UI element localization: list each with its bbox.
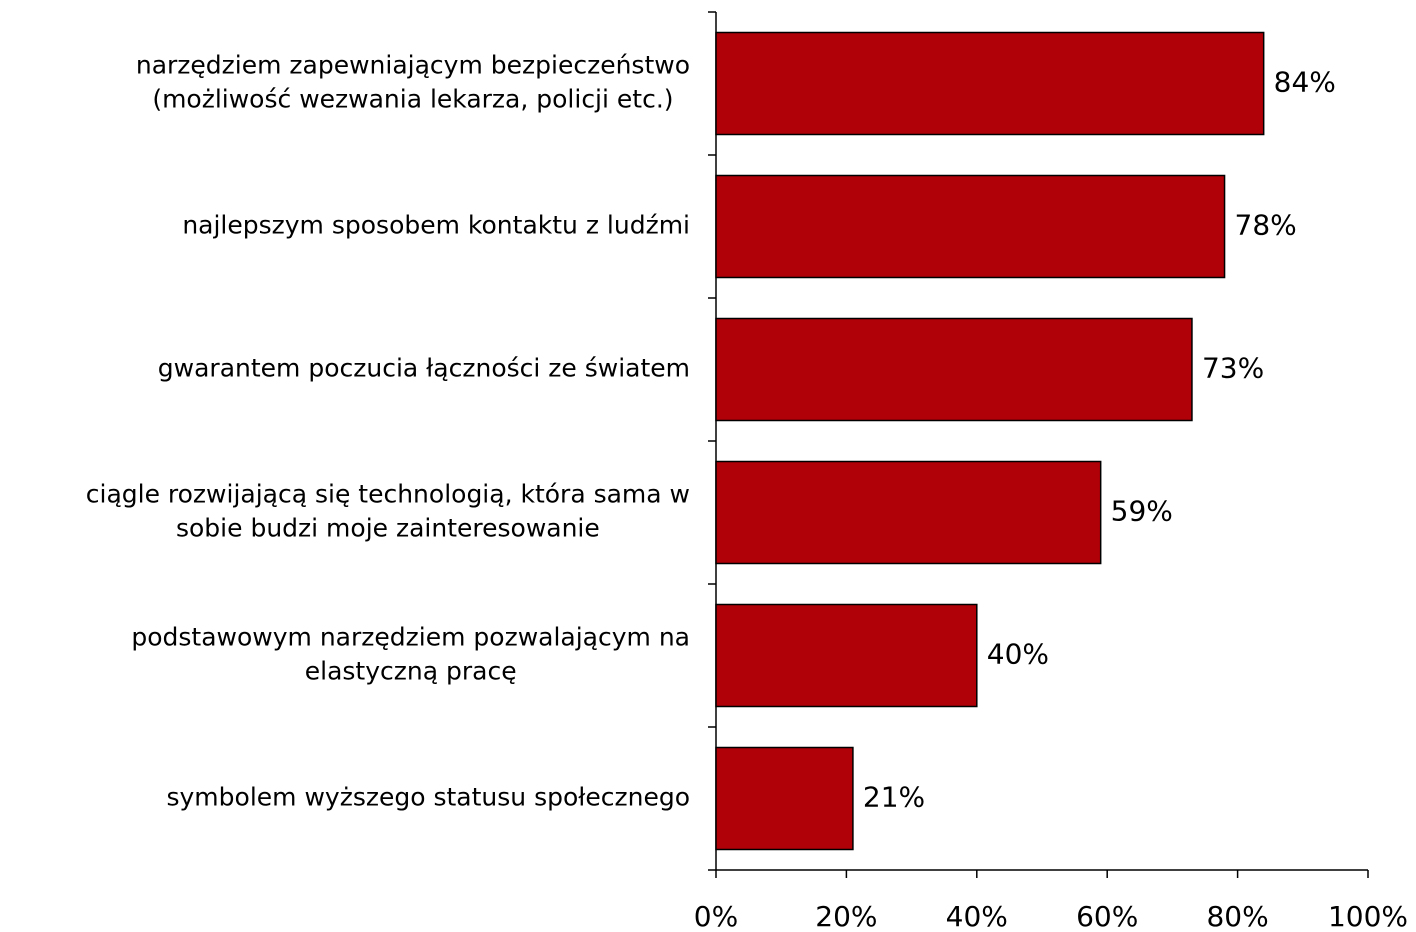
value-label: 73% bbox=[1202, 352, 1264, 385]
x-tick-label: 80% bbox=[1206, 900, 1268, 932]
category-label: podstawowym narzędziem pozwalającym na el… bbox=[131, 623, 690, 686]
category-label: najlepszym sposobem kontaktu z ludźmi bbox=[182, 211, 690, 240]
value-label: 59% bbox=[1111, 495, 1173, 528]
category-label: gwarantem poczucia łączności ze światem bbox=[158, 354, 690, 383]
bar bbox=[715, 174, 1226, 279]
bar bbox=[715, 603, 978, 708]
x-tick-label: 40% bbox=[946, 900, 1008, 932]
x-tick-label: 60% bbox=[1076, 900, 1138, 932]
bar bbox=[715, 317, 1193, 422]
value-label: 21% bbox=[863, 781, 925, 814]
bar bbox=[715, 746, 854, 851]
bar bbox=[715, 460, 1102, 565]
category-label: narzędziem zapewniającym bezpieczeństwo(… bbox=[136, 51, 690, 114]
category-label: ciągle rozwijającą się technologią, któr… bbox=[86, 480, 690, 543]
bar bbox=[715, 31, 1265, 136]
x-tick-label: 0% bbox=[694, 900, 738, 932]
x-tick-label: 20% bbox=[815, 900, 877, 932]
x-tick-label: 100% bbox=[1328, 900, 1408, 932]
value-label: 84% bbox=[1274, 66, 1336, 99]
value-label: 40% bbox=[987, 638, 1049, 671]
category-label: symbolem wyższego statusu społecznego bbox=[166, 783, 690, 812]
value-label: 78% bbox=[1235, 209, 1297, 242]
